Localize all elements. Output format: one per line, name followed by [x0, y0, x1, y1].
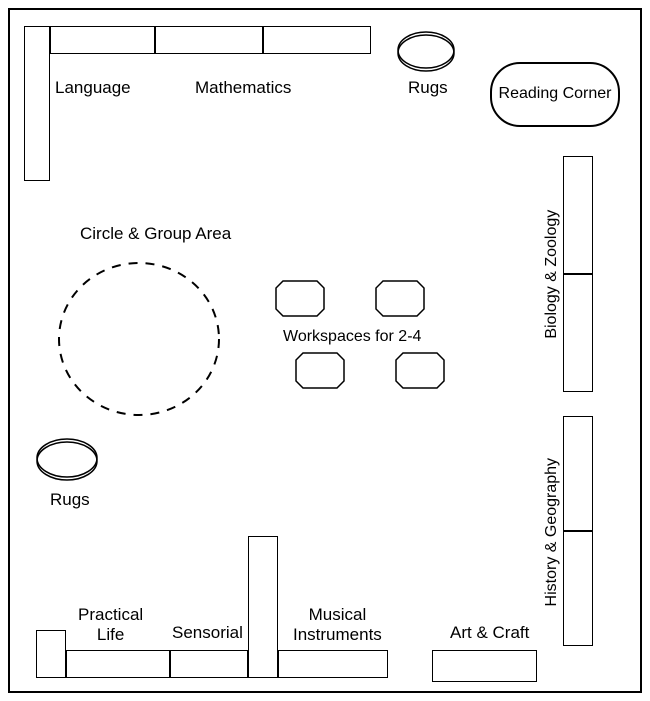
label-circle-area: Circle & Group Area [80, 224, 231, 244]
workspace-table-4 [396, 353, 444, 388]
shelf-top-1 [50, 26, 155, 54]
shelf-bottom-3 [278, 650, 388, 678]
label-practical: Practical Life [78, 605, 143, 644]
shelf-right-bot-1 [563, 416, 593, 531]
shelf-bottom-vert-mid [248, 536, 278, 678]
workspace-table-1 [276, 281, 324, 316]
shelf-top-vertical [24, 26, 50, 181]
label-language: Language [55, 78, 131, 98]
label-musical: Musical Instruments [293, 605, 382, 644]
workspace-table-3 [296, 353, 344, 388]
shelf-bottom-2 [170, 650, 248, 678]
circle-group-area [49, 255, 229, 425]
label-rugs-left: Rugs [50, 490, 90, 510]
rug-top-icon [396, 28, 456, 72]
label-biology: Biology & Zoology [543, 204, 561, 344]
label-mathematics: Mathematics [195, 78, 291, 98]
reading-corner: Reading Corner [490, 62, 620, 127]
label-rugs-top: Rugs [408, 78, 448, 98]
shelf-bottom-1 [66, 650, 170, 678]
shelf-right-top-2 [563, 274, 593, 392]
shelf-right-bot-2 [563, 531, 593, 646]
shelf-right-top-1 [563, 156, 593, 274]
shelf-top-2 [155, 26, 263, 54]
shelf-top-3 [263, 26, 371, 54]
label-sensorial: Sensorial [172, 623, 243, 643]
shelf-bottom-vert-left [36, 630, 66, 678]
floorplan-canvas: Language Mathematics Rugs Reading Corner… [0, 0, 650, 701]
label-art: Art & Craft [450, 623, 529, 643]
label-history: History & Geography [543, 452, 561, 612]
art-craft-box [432, 650, 537, 682]
label-reading-corner: Reading Corner [499, 85, 612, 103]
label-workspaces: Workspaces for 2-4 [283, 328, 421, 346]
workspace-table-2 [376, 281, 424, 316]
rug-left-icon [34, 436, 100, 484]
